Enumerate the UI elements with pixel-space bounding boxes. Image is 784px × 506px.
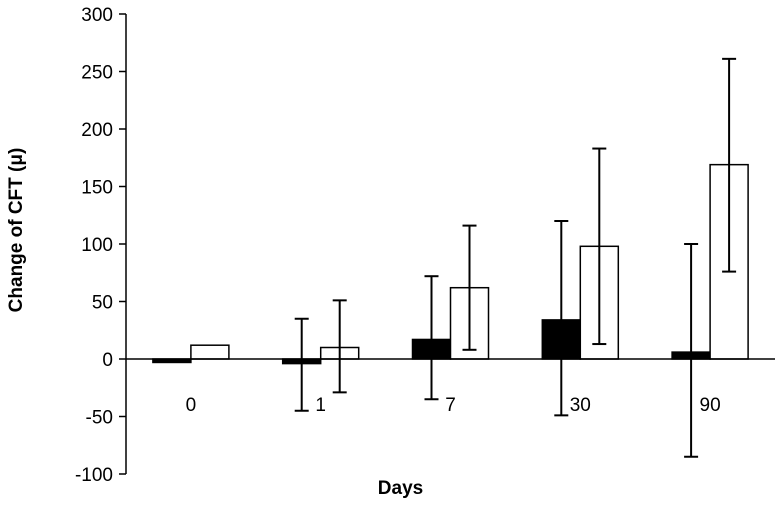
x-tick-label-0: 0: [186, 395, 197, 416]
error-bar-series-1-30: [554, 220, 569, 417]
y-tick-label: 200: [81, 120, 113, 141]
y-tick-label: 250: [81, 63, 113, 84]
error-bar-series-2-7: [462, 224, 477, 351]
error-bar-series-1-90: [684, 243, 699, 458]
y-tick-label: 0: [102, 350, 113, 371]
x-tick-label-30: 30: [570, 395, 591, 416]
y-tick-label: 100: [81, 235, 113, 256]
y-axis-ticks: -100 -50 0 50 100 150 200 250 300: [75, 5, 126, 486]
y-tick-label: 50: [92, 293, 113, 314]
x-axis-tick-labels: 0 1 7 30 90: [186, 395, 721, 416]
x-tick-label-7: 7: [445, 395, 456, 416]
error-bar-series-2-90: [722, 57, 737, 273]
error-bar-series-2-1: [332, 299, 347, 394]
x-axis-title: Days: [378, 478, 423, 499]
y-tick-label: 300: [81, 5, 113, 26]
y-tick-label: -100: [75, 465, 113, 486]
bars: [152, 163, 749, 365]
error-bars: [294, 57, 737, 458]
error-bar-series-1-1: [294, 317, 309, 412]
x-tick-label-1: 1: [315, 395, 326, 416]
x-tick-label-90: 90: [700, 395, 721, 416]
error-bar-series-1-7: [424, 275, 439, 401]
bar-series-2-0: [190, 344, 230, 360]
y-tick-label: -50: [86, 408, 113, 429]
error-bar-series-2-30: [592, 147, 607, 346]
y-tick-label: 150: [81, 178, 113, 199]
y-axis-title: Change of CFT (μ): [6, 148, 27, 313]
